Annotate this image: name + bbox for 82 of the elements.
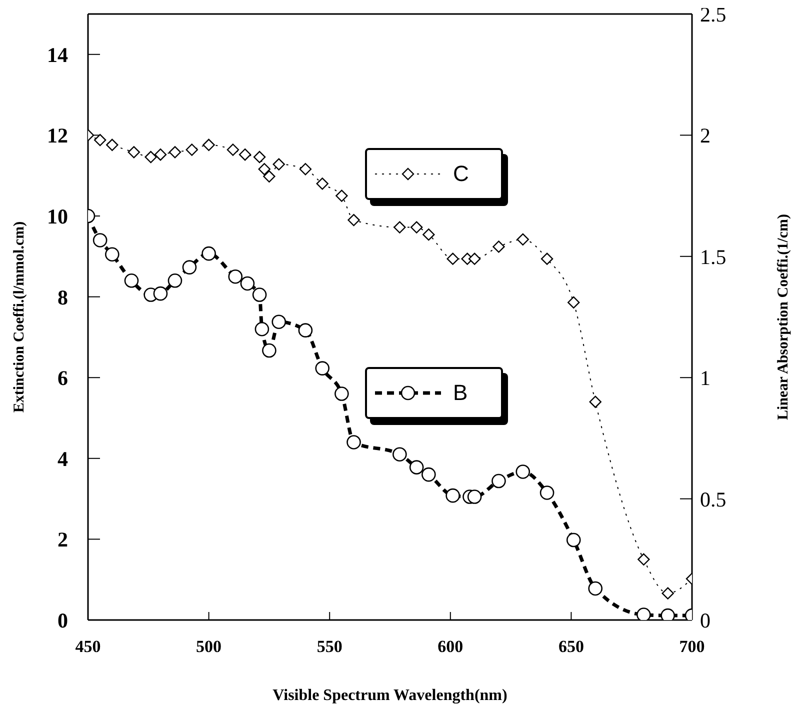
point (516, 233, 529, 246)
x-tick-label: 600 (438, 637, 464, 656)
point (566, 532, 581, 548)
x-tick-label: 700 (679, 637, 705, 656)
point (226, 144, 240, 156)
y2-tick-label: 0 (700, 608, 710, 632)
y2-tick-label: 1.5 (700, 244, 726, 269)
point (262, 343, 276, 358)
point (124, 273, 139, 288)
point (589, 396, 602, 408)
point (94, 134, 106, 146)
y-tick-label: 8 (58, 285, 68, 310)
point (228, 269, 243, 284)
y-tick-label: 14 (47, 42, 68, 67)
point (492, 240, 505, 253)
y-tick-label: 4 (58, 446, 68, 471)
point (588, 581, 603, 596)
x-axis-title: Visible Spectrum Wavelength(nm) (272, 687, 508, 704)
point (182, 260, 197, 274)
point (298, 323, 313, 338)
point (154, 148, 167, 161)
x-tick-label: 550 (316, 637, 342, 656)
point (540, 486, 554, 500)
point (662, 587, 674, 600)
x-tick-label: 500 (196, 637, 222, 656)
point (446, 488, 460, 503)
point (128, 146, 140, 158)
y-tick-label: 0 (58, 608, 68, 632)
y-tick-label: 10 (47, 204, 68, 228)
point (636, 608, 651, 620)
point (315, 361, 330, 376)
point (186, 144, 198, 156)
legend-label: C (453, 161, 469, 187)
x-tick-label: 650 (558, 637, 584, 656)
y2-axis-title: Linear Absorption Coeffi.(1/cm) (775, 214, 792, 420)
point (446, 252, 459, 265)
point (253, 150, 266, 164)
point (105, 247, 120, 262)
y2-tick-label: 0.5 (700, 487, 726, 512)
point (168, 273, 182, 288)
point (410, 221, 423, 234)
point (638, 553, 650, 566)
point (168, 146, 182, 158)
point (346, 435, 361, 450)
y2-tick-label: 1 (700, 366, 710, 390)
point (467, 490, 482, 504)
point (422, 467, 436, 482)
point (106, 138, 118, 151)
point (516, 464, 530, 479)
y-axis-title: Extinction Coeffi.(l/mmol.cm) (11, 221, 28, 413)
point (240, 276, 255, 291)
point (254, 322, 270, 336)
point (263, 170, 276, 183)
point (272, 158, 285, 170)
point (348, 214, 360, 226)
point (568, 296, 580, 309)
point (422, 228, 435, 241)
point (252, 288, 267, 302)
point (336, 190, 348, 202)
point (316, 178, 328, 190)
point (258, 163, 270, 176)
point (468, 252, 481, 265)
point (92, 233, 108, 248)
point (394, 221, 406, 234)
y-tick-label: 2 (58, 528, 68, 552)
point (392, 447, 407, 462)
point (202, 246, 216, 261)
x-tick-label: 450 (75, 637, 101, 656)
legend-label: B (453, 380, 468, 406)
point (144, 150, 157, 164)
point (409, 460, 424, 474)
y-tick-label: 12 (47, 124, 68, 148)
point (202, 138, 215, 151)
point (492, 474, 506, 488)
point (540, 252, 554, 265)
point (334, 386, 349, 401)
point (238, 148, 252, 161)
point (299, 163, 312, 176)
y-tick-label: 6 (58, 366, 68, 390)
point (153, 286, 168, 301)
y2-tick-label: 2 (700, 124, 710, 148)
point (272, 314, 286, 329)
